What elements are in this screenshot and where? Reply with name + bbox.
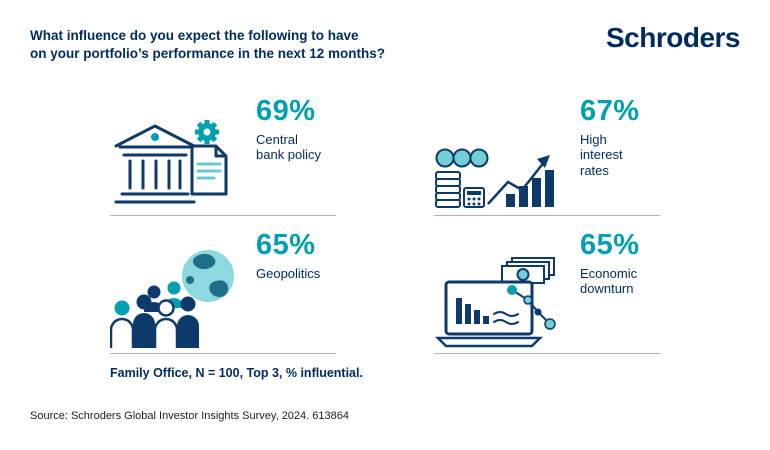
stat-label: Economic downturn — [580, 266, 638, 297]
page-title: What influence do you expect the followi… — [30, 27, 385, 62]
page-title-line-1: What influence do you expect the followi… — [30, 28, 359, 43]
stat-card-central-bank-policy: 69% Central bank policy — [110, 93, 336, 216]
stat-text: 67% High interest rates — [580, 95, 646, 178]
stat-label: Central bank policy — [256, 132, 322, 163]
stat-value: 65% — [256, 229, 316, 261]
crowd-globe-icon — [109, 246, 244, 348]
sample-note: Family Office, N = 100, Top 3, % influen… — [110, 366, 363, 380]
page-title-line-2: on your portfolio’s performance in the n… — [30, 45, 386, 61]
stat-value: 69% — [256, 95, 316, 127]
stat-text: 69% Central bank policy — [256, 95, 322, 163]
stat-label: High interest rates — [580, 132, 623, 178]
stat-value: 67% — [580, 95, 640, 127]
coins-growth-chart-icon — [434, 148, 566, 210]
stat-card-economic-downturn: 65% Economic downturn — [434, 227, 660, 354]
stat-card-geopolitics: 65% Geopolitics — [109, 227, 336, 354]
stat-label: Geopolitics — [256, 266, 321, 281]
schroders-logo: Schroders — [606, 22, 741, 53]
bank-icon — [110, 114, 238, 210]
stat-text: 65% Geopolitics — [256, 229, 322, 281]
source-attribution: Source: Schroders Global Investor Insigh… — [30, 410, 349, 422]
stat-value: 65% — [580, 229, 640, 261]
laptop-downtrend-icon — [434, 256, 566, 348]
stat-card-high-interest-rates: 67% High interest rates — [434, 93, 660, 216]
stat-text: 65% Economic downturn — [580, 229, 646, 297]
